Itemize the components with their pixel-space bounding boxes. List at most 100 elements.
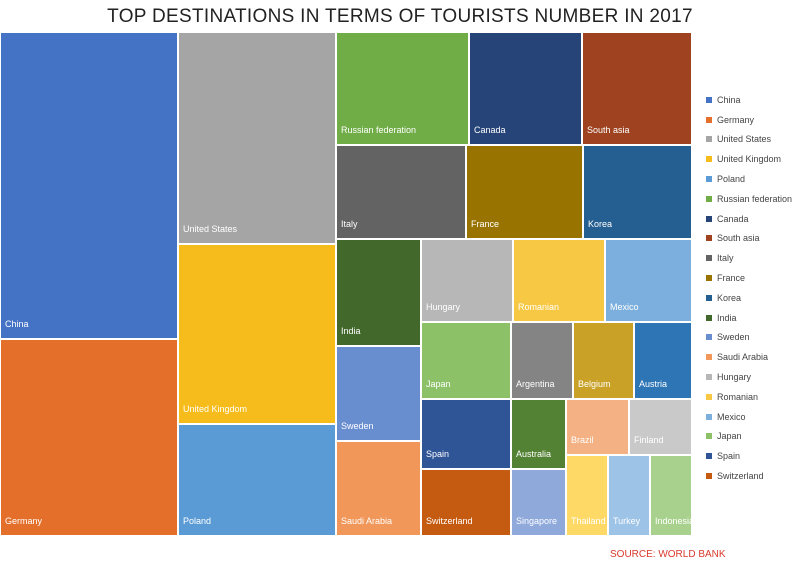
tile-label: Saudi Arabia bbox=[341, 516, 393, 526]
legend-swatch bbox=[706, 235, 712, 242]
legend-label: Russian federation bbox=[717, 193, 793, 204]
tile-label: South asia bbox=[587, 125, 630, 135]
legend-swatch bbox=[706, 374, 712, 381]
legend-label: United States bbox=[717, 134, 772, 145]
legend-swatch bbox=[706, 334, 712, 341]
tile-label: Romanian bbox=[518, 302, 560, 312]
legend-label: Korea bbox=[717, 292, 742, 303]
tile-poland: Poland bbox=[178, 424, 336, 536]
legend-item-united-kingdom: United Kingdom bbox=[706, 149, 800, 169]
tile-label: Italy bbox=[341, 219, 358, 229]
tile-label: Singapore bbox=[516, 516, 558, 526]
legend-label: India bbox=[717, 312, 737, 323]
tile-romanian: Romanian bbox=[513, 239, 605, 322]
legend: China Germany United States United Kingdom P… bbox=[706, 90, 800, 486]
tile-label: Indonesia bbox=[655, 516, 692, 526]
tile-brazil: Brazil bbox=[566, 399, 629, 455]
legend-item-india: India bbox=[706, 308, 800, 328]
legend-label: Mexico bbox=[717, 411, 746, 422]
tile-label: Japan bbox=[426, 379, 451, 389]
tile-italy: Italy bbox=[336, 145, 466, 239]
tile-label: Korea bbox=[588, 219, 613, 229]
tile-label: Canada bbox=[474, 125, 506, 135]
tile-singapore: Singapore bbox=[511, 469, 566, 536]
tile-label: United Kingdom bbox=[183, 404, 248, 414]
tile-label: Germany bbox=[5, 516, 43, 526]
legend-item-united-states: United States bbox=[706, 130, 800, 150]
legend-swatch bbox=[706, 195, 712, 202]
tile-label: Australia bbox=[516, 449, 552, 459]
legend-item-switzerland: Switzerland bbox=[706, 466, 800, 486]
tile-label: Spain bbox=[426, 449, 450, 459]
legend-label: Hungary bbox=[717, 372, 752, 383]
tile-turkey: Turkey bbox=[608, 455, 650, 536]
tile-australia: Australia bbox=[511, 399, 566, 469]
legend-label: Japan bbox=[717, 431, 742, 442]
tile-label: Hungary bbox=[426, 302, 461, 312]
source-note: SOURCE: WORLD BANK bbox=[610, 549, 726, 560]
tile-label: Turkey bbox=[613, 516, 641, 526]
tile-switzerland: Switzerland bbox=[421, 469, 511, 536]
legend-item-poland: Poland bbox=[706, 169, 800, 189]
legend-label: Germany bbox=[717, 114, 755, 125]
tile-south-asia: South asia bbox=[582, 32, 692, 145]
chart-title: TOP DESTINATIONS IN TERMS OF TOURISTS NU… bbox=[107, 6, 693, 27]
legend-label: Italy bbox=[717, 253, 734, 264]
legend-swatch bbox=[706, 433, 712, 440]
tile-label: Switzerland bbox=[426, 516, 473, 526]
tile-label: Belgium bbox=[578, 379, 611, 389]
legend-label: United Kingdom bbox=[717, 154, 782, 165]
legend-label: Poland bbox=[717, 174, 746, 185]
tile-india: India bbox=[336, 239, 421, 346]
legend-swatch bbox=[706, 136, 712, 143]
tile-canada: Canada bbox=[469, 32, 582, 145]
legend-swatch bbox=[706, 393, 712, 400]
legend-item-china: China bbox=[706, 90, 800, 110]
tile-sweden: Sweden bbox=[336, 346, 421, 441]
legend-swatch bbox=[706, 314, 712, 321]
legend-label: Switzerland bbox=[717, 471, 764, 482]
legend-item-france: France bbox=[706, 268, 800, 288]
tile-united-states: United States bbox=[178, 32, 336, 244]
legend-item-korea: Korea bbox=[706, 288, 800, 308]
legend-swatch bbox=[706, 453, 712, 460]
legend-swatch bbox=[706, 176, 712, 183]
tile-label: Sweden bbox=[341, 421, 374, 431]
legend-swatch bbox=[706, 156, 712, 163]
legend-label: China bbox=[717, 94, 741, 105]
tile-france: France bbox=[466, 145, 583, 239]
legend-item-italy: Italy bbox=[706, 248, 800, 268]
legend-item-romanian: Romanian bbox=[706, 387, 800, 407]
tile-label: Finland bbox=[634, 435, 664, 445]
tile-label: Russian federation bbox=[341, 125, 417, 135]
legend-label: Saudi Arabia bbox=[717, 352, 769, 363]
tile-austria: Austria bbox=[634, 322, 692, 399]
tile-label: United States bbox=[183, 224, 238, 234]
legend-item-saudi-arabia: Saudi Arabia bbox=[706, 347, 800, 367]
tile-label: Argentina bbox=[516, 379, 555, 389]
legend-item-japan: Japan bbox=[706, 427, 800, 447]
legend-label: Spain bbox=[717, 451, 741, 462]
tile-finland: Finland bbox=[629, 399, 692, 455]
tile-thailand: Thailand bbox=[566, 455, 608, 536]
legend-item-south-asia: South asia bbox=[706, 229, 800, 249]
legend-swatch bbox=[706, 255, 712, 262]
legend-swatch bbox=[706, 275, 712, 282]
tile-indonesia: Indonesia bbox=[650, 455, 692, 536]
tile-russian-federation: Russian federation bbox=[336, 32, 469, 145]
legend-swatch bbox=[706, 413, 712, 420]
legend-label: South asia bbox=[717, 233, 760, 244]
tile-germany: Germany bbox=[0, 339, 178, 536]
legend-item-canada: Canada bbox=[706, 209, 800, 229]
legend-item-russian-federation: Russian federation bbox=[706, 189, 800, 209]
tile-mexico: Mexico bbox=[605, 239, 692, 322]
treemap: China Germany United States United Kingdom P… bbox=[0, 32, 692, 536]
tile-saudi-arabia: Saudi Arabia bbox=[336, 441, 421, 536]
legend-swatch bbox=[706, 96, 712, 103]
tile-label: Thailand bbox=[571, 516, 606, 526]
legend-swatch bbox=[706, 294, 712, 301]
tile-belgium: Belgium bbox=[573, 322, 634, 399]
tile-japan: Japan bbox=[421, 322, 511, 399]
legend-label: Sweden bbox=[717, 332, 750, 343]
tile-united-kingdom: United Kingdom bbox=[178, 244, 336, 424]
